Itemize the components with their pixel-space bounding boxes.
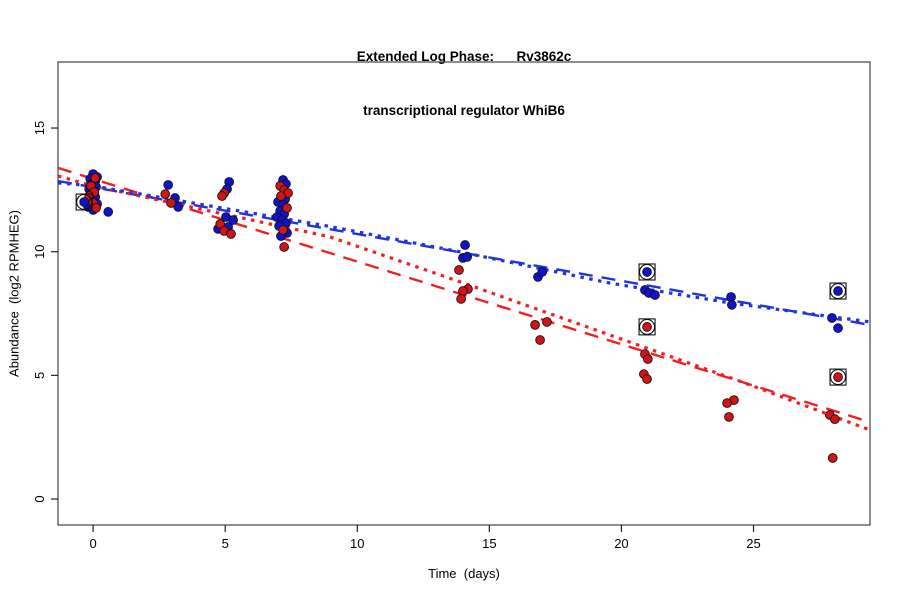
- chart-title-line1: Extended Log Phase: Rv3862c: [356, 49, 572, 64]
- data-point-red: [542, 317, 552, 327]
- y-tick-label: 15: [32, 121, 47, 135]
- outlier-square-marker: [638, 263, 656, 281]
- y-axis-label: Abundance (log2 RPMHEG): [6, 210, 22, 377]
- data-point-blue: [726, 300, 737, 310]
- data-point-red: [535, 335, 545, 345]
- data-point-red: [456, 294, 466, 304]
- data-point-blue: [650, 290, 660, 300]
- data-point-red: [217, 191, 227, 201]
- blue-dotted-fit: [57, 181, 871, 324]
- outlier-square-marker: [75, 193, 93, 211]
- x-tick-label: 10: [350, 536, 364, 551]
- data-point-red: [278, 225, 288, 235]
- data-point-blue: [462, 252, 473, 262]
- outlier-point-red: [833, 372, 843, 382]
- data-point-blue: [726, 292, 736, 302]
- data-point-blue: [460, 240, 470, 250]
- data-point-red: [642, 374, 652, 384]
- outlier-square-marker: [829, 368, 847, 386]
- data-point-red: [282, 203, 292, 213]
- data-point-red: [458, 286, 468, 296]
- outlier-point-blue: [642, 267, 652, 277]
- data-point-red: [642, 354, 653, 364]
- data-point-red: [530, 320, 540, 330]
- y-tick-label: 0: [32, 495, 47, 502]
- x-axis-label: Time (days): [428, 566, 500, 581]
- data-point-blue: [163, 180, 174, 190]
- x-tick-label: 5: [222, 536, 229, 551]
- data-point-red: [91, 203, 101, 213]
- data-point-red: [827, 453, 838, 463]
- data-point-red: [722, 398, 732, 408]
- data-point-blue: [537, 267, 548, 277]
- data-point-red: [724, 412, 734, 422]
- outlier-point-blue: [833, 286, 843, 296]
- plot-border: [57, 61, 871, 526]
- data-point-blue: [103, 207, 114, 217]
- data-point-blue: [827, 313, 837, 323]
- x-tick-label: 25: [746, 536, 760, 551]
- data-point-red: [830, 414, 840, 424]
- y-tick-label: 10: [32, 244, 47, 258]
- y-tick-label: 5: [32, 372, 47, 379]
- data-point-red: [279, 242, 289, 252]
- data-point-blue: [833, 323, 843, 333]
- outlier-square-marker: [638, 318, 656, 336]
- chart-title-line2: transcriptional regulator WhiB6: [363, 103, 565, 118]
- data-point-red: [160, 189, 171, 199]
- outlier-point-blue: [79, 197, 90, 207]
- data-point-red: [90, 173, 101, 183]
- data-point-red: [226, 229, 236, 239]
- data-point-red: [166, 198, 176, 208]
- data-point-blue: [228, 215, 238, 225]
- chart-title: Extended Log Phase: Rv3862c transcriptio…: [14, 12, 900, 156]
- x-tick-label: 20: [614, 536, 628, 551]
- outlier-square-marker: [829, 282, 847, 300]
- x-tick-label: 15: [482, 536, 496, 551]
- data-point-red: [276, 191, 286, 201]
- outlier-point-red: [642, 322, 652, 332]
- x-tick-label: 0: [90, 536, 97, 551]
- data-point-red: [454, 265, 464, 275]
